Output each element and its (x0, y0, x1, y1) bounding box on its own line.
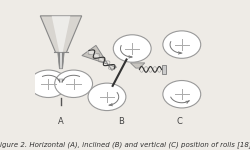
Circle shape (55, 70, 92, 98)
Circle shape (113, 35, 151, 62)
Circle shape (88, 83, 126, 111)
Polygon shape (130, 63, 145, 68)
Circle shape (30, 70, 67, 98)
Polygon shape (162, 67, 166, 72)
Polygon shape (58, 52, 60, 69)
Text: C: C (176, 117, 182, 126)
Text: B: B (118, 117, 124, 126)
Polygon shape (82, 45, 116, 70)
Circle shape (163, 31, 201, 58)
Circle shape (163, 81, 201, 108)
Text: Figure 2. Horizontal (A), inclined (B) and vertical (C) position of rolls [18].: Figure 2. Horizontal (A), inclined (B) a… (0, 141, 250, 148)
Polygon shape (87, 49, 115, 69)
FancyBboxPatch shape (162, 65, 166, 74)
Text: A: A (58, 117, 64, 126)
Polygon shape (40, 16, 82, 52)
Polygon shape (52, 16, 70, 52)
Polygon shape (60, 52, 62, 69)
Polygon shape (62, 52, 64, 69)
